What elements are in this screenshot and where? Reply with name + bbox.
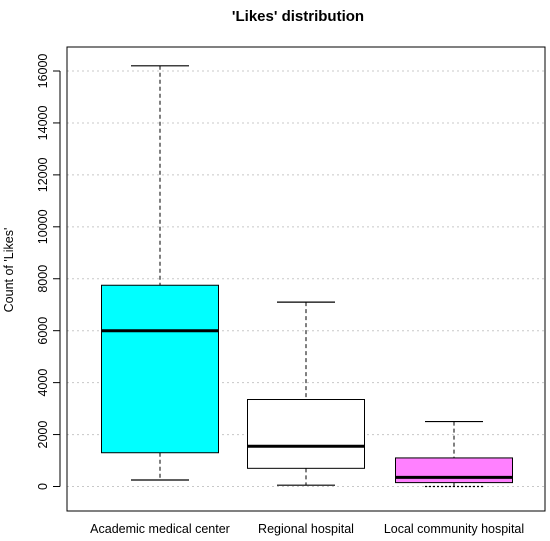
y-tick-label: 2000 <box>36 421 50 449</box>
y-axis: 0 2000 4000 6000 8000 10000 12000 14000 16000 <box>36 54 61 490</box>
y-tick-label: 14000 <box>36 106 50 141</box>
x-tick-label: Academic medical center <box>90 522 230 536</box>
y-tick-label: 16000 <box>36 54 50 89</box>
box-0 <box>101 65 219 481</box>
y-axis-label: Count of 'Likes' <box>2 228 16 313</box>
chart-title: 'Likes' distribution <box>232 8 364 25</box>
plot-frame <box>66 46 546 512</box>
box-1 <box>247 301 365 486</box>
y-tick-label: 10000 <box>36 209 50 244</box>
y-tick-label: 0 <box>36 483 50 490</box>
y-tick-label: 8000 <box>36 265 50 293</box>
iqr-box <box>247 399 365 469</box>
x-axis-labels: Academic medical center Regional hospital… <box>90 522 524 536</box>
x-tick-label: Local community hospital <box>384 522 524 536</box>
iqr-box <box>101 284 219 454</box>
y-tick-label: 4000 <box>36 369 50 397</box>
boxes <box>101 65 513 488</box>
box-2 <box>395 420 513 488</box>
y-tick-label: 6000 <box>36 317 50 345</box>
y-tick-label: 12000 <box>36 157 50 192</box>
x-tick-label: Regional hospital <box>258 522 354 536</box>
